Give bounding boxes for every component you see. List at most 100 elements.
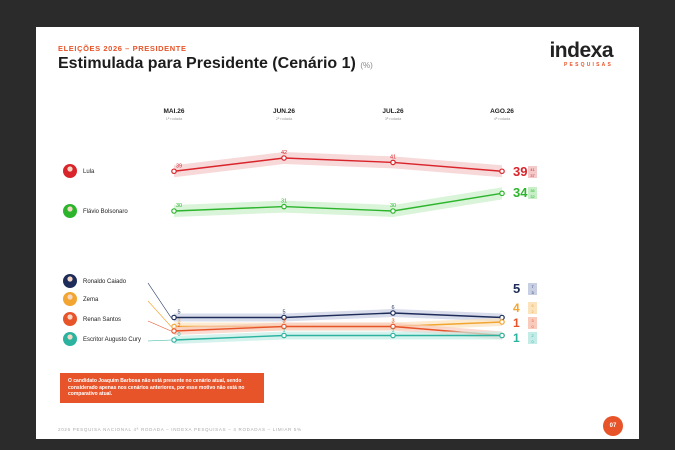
data-label: 30 xyxy=(390,203,396,209)
range-box xyxy=(528,332,537,344)
range-high: 3 xyxy=(531,319,533,323)
final-value: 1 xyxy=(513,331,520,345)
logo: indexa PESQUISAS xyxy=(549,39,613,69)
final-value: 4 xyxy=(513,301,520,315)
range-high: 2 xyxy=(531,334,533,338)
data-label: 3 xyxy=(177,319,180,325)
series-line xyxy=(173,325,503,337)
range-box xyxy=(528,187,537,199)
x-tick-sublabel: 2ª rodada xyxy=(276,117,293,121)
legend-connector xyxy=(147,320,172,332)
x-tick-sublabel: 1ª rodada xyxy=(166,117,183,121)
legend-connector xyxy=(147,300,172,327)
final-value: 5 xyxy=(513,281,520,296)
x-tick-label: MAI.26 xyxy=(164,108,185,115)
legend-connector xyxy=(147,339,172,342)
data-point xyxy=(390,208,396,214)
range-low: 2 xyxy=(531,310,533,314)
page-title: Estimulada para Presidente (Cenário 1) (… xyxy=(58,55,373,73)
avatar-face-icon xyxy=(67,276,73,282)
series-line xyxy=(174,312,503,319)
data-point xyxy=(499,319,505,325)
final-value: 34 xyxy=(513,185,528,200)
data-label: 30 xyxy=(176,203,182,209)
data-label: 6 xyxy=(391,305,394,311)
data-label: 1 xyxy=(282,328,285,334)
data-point xyxy=(281,203,287,210)
data-point xyxy=(281,323,287,330)
legend-entry: Lula xyxy=(83,169,95,175)
range-high: 41 xyxy=(530,168,534,172)
data-label: 5 xyxy=(177,310,180,316)
avatar-face-icon xyxy=(67,334,73,340)
data-point xyxy=(281,314,287,321)
legend-connector xyxy=(147,282,172,318)
data-point xyxy=(390,323,396,330)
data-point xyxy=(171,168,177,175)
data-label: 39 xyxy=(176,163,182,169)
legend-entry: Ronaldo Caiado xyxy=(83,279,127,285)
data-point xyxy=(171,337,177,343)
data-label: 3 xyxy=(391,319,394,325)
final-value: 1 xyxy=(513,316,520,330)
line-chart: MAI.26 1ª rodada JUN.26 2ª rodada JUL.26 3ª r… xyxy=(63,108,537,346)
x-tick-sublabel: 3ª rodada xyxy=(385,117,402,121)
series-line xyxy=(173,192,503,212)
range-box xyxy=(528,283,537,295)
legend-entry: Zema xyxy=(83,297,99,303)
range-box xyxy=(528,166,537,178)
data-label: 5 xyxy=(282,310,285,316)
x-tick-label: JUL.26 xyxy=(382,108,404,115)
data-point xyxy=(499,332,505,339)
range-low: 3 xyxy=(531,291,533,295)
data-label: 31 xyxy=(281,199,287,205)
series-band xyxy=(174,331,502,344)
logo-sub: PESQUISAS xyxy=(564,62,613,68)
series-band xyxy=(174,152,502,178)
range-low: 0 xyxy=(531,325,533,329)
data-label: 42 xyxy=(281,150,287,156)
data-label: 41 xyxy=(390,154,396,160)
range-high: 7 xyxy=(531,285,533,289)
x-tick-label: AGO.26 xyxy=(490,108,514,115)
data-label: 1 xyxy=(391,328,394,334)
range-low: 32 xyxy=(530,195,534,199)
range-low: 37 xyxy=(530,174,534,178)
legend-entry: Escritor Augusto Cury xyxy=(83,337,141,343)
series-line xyxy=(173,334,502,341)
data-point xyxy=(171,314,177,321)
logo-brand: indexa xyxy=(549,39,613,62)
range-high: 6 xyxy=(531,304,533,308)
range-box xyxy=(528,302,537,314)
final-value: 39 xyxy=(513,164,527,179)
avatar-face-icon xyxy=(67,294,73,300)
range-low: 0 xyxy=(531,340,533,344)
data-point xyxy=(281,155,287,161)
avatar-face-icon xyxy=(67,314,73,320)
series-band xyxy=(174,322,502,340)
data-point xyxy=(499,190,505,197)
title-unit: (%) xyxy=(360,61,373,70)
data-point xyxy=(171,328,177,334)
data-point xyxy=(390,310,396,316)
data-point xyxy=(171,208,177,214)
page-number-badge: 07 xyxy=(603,416,623,436)
data-label: 3 xyxy=(282,319,285,325)
data-point xyxy=(281,332,287,339)
data-label: 3 xyxy=(391,319,394,325)
title-text: Estimulada para Presidente (Cenário 1) xyxy=(58,55,356,72)
data-label: 2 xyxy=(177,323,180,329)
x-tick-label: JUN.26 xyxy=(273,108,295,115)
x-tick-sublabel: 4ª rodada xyxy=(494,117,511,121)
kicker: ELEIÇÕES 2026 – PRESIDENTE xyxy=(58,44,187,53)
series-band xyxy=(174,187,502,217)
avatar-face-icon xyxy=(67,166,73,172)
data-label: 0 xyxy=(177,332,180,338)
legend-entry: Flávio Bolsonaro xyxy=(83,209,128,215)
range-high: 36 xyxy=(530,189,534,193)
data-point xyxy=(390,159,396,166)
data-point xyxy=(390,332,396,339)
range-box xyxy=(528,317,537,329)
series-line xyxy=(173,157,503,172)
footer-text: 2026 PESQUISA NACIONAL 4ª RODADA – INDEX… xyxy=(58,427,302,432)
